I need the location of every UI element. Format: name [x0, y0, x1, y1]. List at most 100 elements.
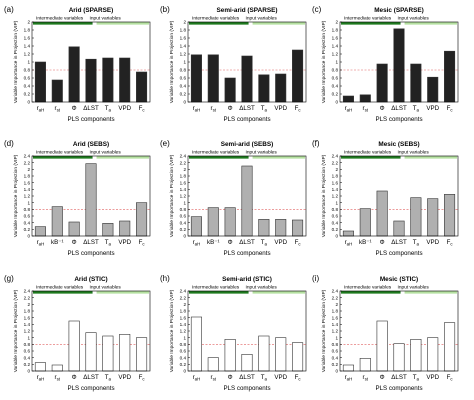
y-axis-label: Variable Importance in Projection (VIP) [321, 154, 327, 237]
panel-title: Arid (SPARSE) [69, 7, 114, 14]
intermediate-variables-label: Intermediate variables [36, 16, 84, 22]
panel-title: Mesic (SPARSE) [374, 7, 424, 14]
bar-0 [34, 226, 46, 237]
bar-6 [292, 49, 304, 103]
x-tick-label: raH [37, 239, 45, 247]
panel-letter: (f) [312, 139, 320, 148]
y-tick-label: 1.2 [24, 329, 31, 334]
panel-title: Arid (SEBS) [73, 141, 109, 148]
bar-2 [376, 63, 388, 103]
input-variables-label: Input variables [90, 285, 122, 291]
x-tick-label: Φ [228, 105, 233, 112]
x-tick-label: kB⁻¹ [51, 239, 64, 246]
panel-f: (f) Mesic (SEBS) Intermediate variables Inp… [312, 139, 459, 257]
x-tick-label: VPD [426, 374, 439, 381]
x-tick-label: ΔLST [83, 239, 99, 246]
intermediate-variables-label: Intermediate variables [192, 16, 240, 22]
y-tick-label: 0.6 [332, 214, 339, 219]
panel-letter: (g) [4, 274, 14, 283]
x-tick-label: Fc [447, 239, 454, 247]
y-tick-label: 2 [183, 20, 186, 25]
x-tick-label: VPD [274, 239, 287, 246]
x-tick-label: Ta [261, 105, 268, 113]
x-tick-label: VPD [118, 374, 131, 381]
y-tick-label: 0.8 [332, 207, 339, 212]
y-tick-label: 0.4 [332, 84, 339, 89]
y-tick-label: 1.6 [332, 180, 339, 185]
intermediate-variables-label: Intermediate variables [36, 285, 84, 291]
panel-letter: (a) [4, 5, 14, 14]
bar-6 [444, 50, 456, 103]
y-tick-label: 1 [27, 335, 30, 340]
panel-title: Mesic (SEBS) [378, 141, 419, 148]
x-tick-label: ΔLST [391, 105, 407, 112]
bar-2 [68, 46, 80, 103]
x-tick-label: Φ [72, 374, 77, 381]
y-tick-label: 1.6 [24, 36, 31, 41]
y-tick-label: 2 [335, 20, 338, 25]
y-tick-label: 0 [335, 100, 338, 105]
bar-3 [393, 28, 405, 103]
x-tick-label: VPD [118, 105, 131, 112]
input-variables-label: Input variables [398, 150, 430, 156]
y-tick-label: 1.2 [180, 52, 187, 57]
bar-4 [258, 219, 270, 237]
y-tick-label: 0.8 [180, 207, 187, 212]
bar-1 [359, 208, 371, 237]
y-tick-label: 1 [183, 200, 186, 205]
y-tick-label: 1 [27, 60, 30, 65]
y-tick-label: 0 [183, 234, 186, 239]
x-tick-label: Φ [380, 239, 385, 246]
y-axis-label: Variable Importance in Projection (VIP) [169, 289, 175, 372]
x-tick-label: ΔLST [239, 239, 255, 246]
y-tick-label: 0.6 [332, 349, 339, 354]
bar-1 [359, 358, 371, 372]
x-axis-label: PLS components [67, 116, 114, 123]
y-tick-label: 1.4 [180, 187, 187, 192]
y-tick-label: 2 [335, 302, 338, 307]
y-tick-label: 0.6 [180, 214, 187, 219]
x-tick-label: Φ [380, 374, 385, 381]
y-tick-label: 1.4 [24, 187, 31, 192]
y-axis-label: Variable Importance in Projection (VIP) [13, 289, 19, 372]
x-tick-label: Fc [139, 239, 146, 247]
y-tick-label: 2.2 [332, 160, 339, 165]
y-tick-label: 0.2 [180, 227, 187, 232]
y-tick-label: 1.4 [332, 187, 339, 192]
y-tick-label: 1.2 [24, 52, 31, 57]
y-tick-label: 0.8 [332, 68, 339, 73]
x-tick-label: Ta [261, 374, 268, 382]
bar-1 [207, 357, 219, 372]
y-tick-label: 1 [335, 200, 338, 205]
x-tick-label: raH [193, 105, 201, 113]
bar-4 [258, 335, 270, 372]
x-tick-label: raH [37, 374, 45, 382]
y-tick-label: 1.8 [332, 174, 339, 179]
bar-5 [427, 76, 439, 103]
bar-1 [51, 79, 63, 103]
y-tick-label: 1.8 [24, 174, 31, 179]
x-tick-label: raH [37, 105, 45, 113]
intermediate-variables-label: Intermediate variables [344, 150, 392, 156]
y-tick-label: 2.2 [24, 295, 31, 300]
bar-3 [241, 55, 253, 103]
y-tick-label: 0 [27, 369, 30, 374]
y-tick-label: 2.4 [180, 154, 187, 159]
y-tick-label: 1.2 [180, 329, 187, 334]
x-tick-label: Φ [228, 374, 233, 381]
y-tick-label: 0.2 [332, 92, 339, 97]
y-tick-label: 0.4 [332, 355, 339, 360]
x-tick-label: ΔLST [239, 374, 255, 381]
x-tick-label: ΔLST [83, 105, 99, 112]
x-tick-label: raH [345, 105, 353, 113]
y-tick-label: 2.2 [332, 295, 339, 300]
x-tick-label: Fc [295, 239, 302, 247]
bar-6 [292, 342, 304, 372]
x-tick-label: Fc [139, 374, 146, 382]
y-tick-label: 0.6 [332, 76, 339, 81]
bar-0 [342, 230, 354, 237]
x-axis-label: PLS components [67, 250, 114, 257]
y-tick-label: 0.4 [332, 220, 339, 225]
panel-c: (c) Mesic (SPARSE) Intermediate variables I… [312, 5, 459, 123]
